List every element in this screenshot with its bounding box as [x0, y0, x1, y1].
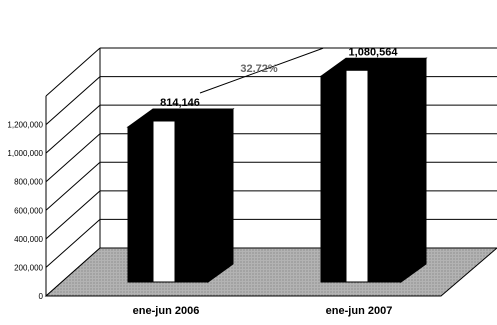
y-tick-label: 0: [39, 292, 44, 301]
gridline-side: [45, 76, 101, 125]
floor-plane: [44, 247, 497, 297]
gridline-side: [45, 133, 101, 183]
bar: [126, 108, 235, 283]
growth-label: 32.72%: [240, 63, 278, 75]
growth-connector-line: [199, 47, 324, 94]
bar-side-face: [400, 57, 427, 283]
growth-annotation: 32.72%: [199, 47, 324, 94]
bars: [126, 57, 428, 283]
bar-inner-highlight: [152, 120, 176, 283]
gridline-side: [45, 161, 101, 211]
data-label: 1,080,564: [349, 46, 399, 58]
y-tick-label: 1,000,000: [7, 149, 43, 158]
x-category-label: ene-jun 2006: [133, 305, 200, 317]
chart-floor: [44, 247, 497, 297]
y-tick-label: 800,000: [14, 178, 43, 187]
bar-inner-highlight: [345, 69, 369, 283]
y-tick-label: 400,000: [14, 235, 43, 244]
x-axis-categories: ene-jun 2006 ene-jun 2007: [133, 305, 393, 317]
bar-side-face: [207, 108, 234, 283]
gridline-side: [45, 190, 101, 240]
gridline-side: [45, 104, 101, 154]
y-axis-ticks: 0 200,000 400,000 600,000 800,000 1,000,000 1,…: [7, 121, 43, 301]
x-category-label: ene-jun 2007: [326, 305, 393, 317]
gridline-side: [45, 219, 101, 268]
y-tick-label: 1,200,000: [7, 121, 43, 130]
data-label: 814,146: [160, 97, 200, 109]
y-tick-label: 200,000: [14, 263, 43, 272]
gridline-side: [45, 47, 101, 97]
y-tick-label: 600,000: [14, 206, 43, 215]
data-labels: 814,146 1,080,564: [160, 46, 398, 109]
bar: [319, 57, 428, 283]
